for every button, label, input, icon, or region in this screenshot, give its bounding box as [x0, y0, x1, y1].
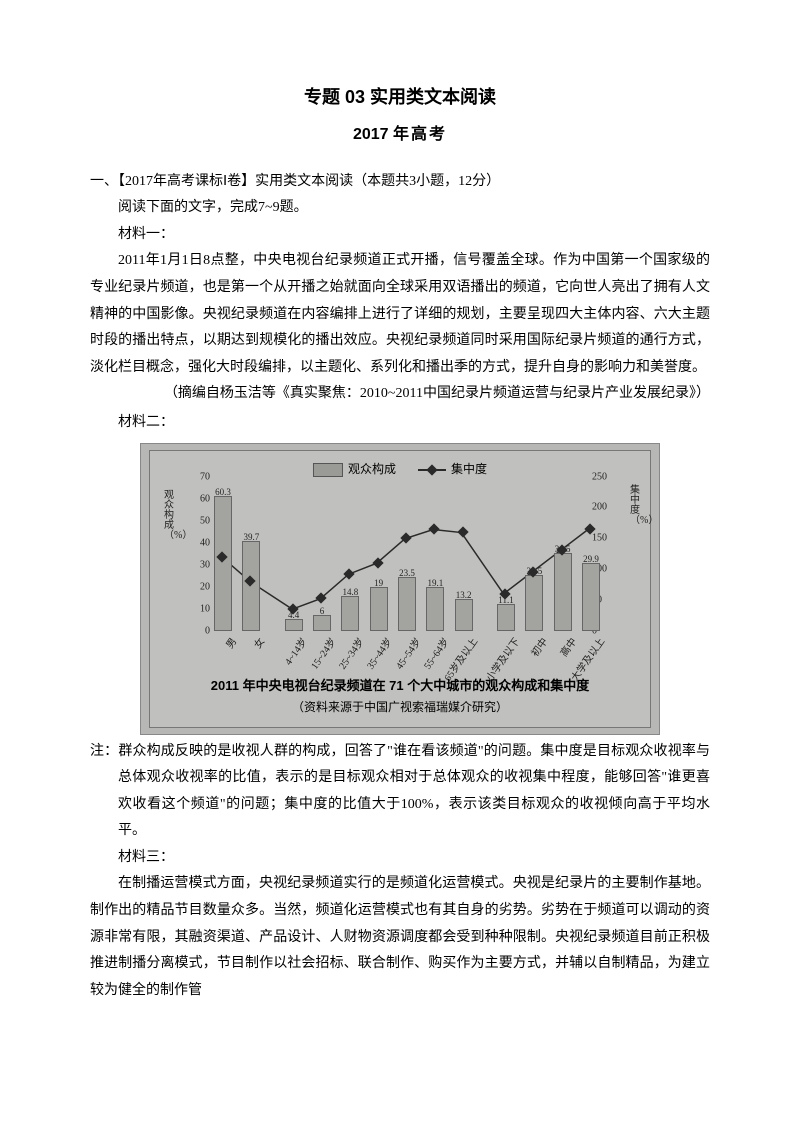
chart-plot: 60.3男 39.7女 4.44~14岁 615~24岁 14.825~34岁 1935~… [212, 477, 594, 631]
bar: 11.1小学及以下 [497, 604, 515, 630]
legend-line-label: 集中度 [451, 462, 487, 476]
section-head-rest: 实用类文本阅读（本题共3小题，12分） [255, 174, 500, 189]
y1-axis: 010203040506070 [194, 477, 210, 631]
category-label: 初中 [527, 634, 554, 661]
category-label: 男 [221, 634, 242, 653]
bar-value-label: 19 [374, 575, 383, 592]
bar: 4.44~14岁 [285, 619, 303, 631]
bar: 19.155~64岁 [426, 587, 444, 631]
material3-body: 在制播运营模式方面，央视纪录频道实行的是频道化运营模式。央视是纪录片的主要制作基… [90, 871, 710, 1004]
category-label: 女 [250, 634, 271, 653]
bar: 615~24岁 [313, 615, 331, 630]
bar-value-label: 23.5 [399, 565, 415, 582]
material1-label: 材料一： [90, 222, 710, 249]
section-head: 一、【2017年高考课标Ⅰ卷】实用类文本阅读（本题共3小题，12分） [90, 169, 710, 196]
bar-value-label: 60.3 [215, 484, 231, 501]
category-label: 25~34岁 [334, 634, 370, 674]
bar: 23.545~54岁 [398, 577, 416, 631]
category-label: 35~44岁 [362, 634, 398, 674]
note-label: 注： [90, 744, 118, 759]
bar: 60.3男 [214, 496, 232, 631]
instruction: 阅读下面的文字，完成7~9题。 [90, 195, 710, 222]
bar-value-label: 13.2 [456, 587, 472, 604]
material2-label: 材料二： [90, 410, 710, 437]
bar: 39.7女 [242, 541, 260, 630]
chart-note: 注：群众构成反映的是收视人群的构成，回答了"谁在看该频道"的问题。集中度是目标观… [90, 739, 710, 845]
material3-label: 材料三： [90, 845, 710, 872]
bar: 1935~44岁 [370, 587, 388, 631]
bar-value-label: 14.8 [342, 584, 358, 601]
bar: 13.265岁及以上 [455, 599, 473, 630]
title-gaokao: 年高考 [393, 126, 447, 143]
swatch-line [418, 469, 446, 471]
bar: 24.5初中 [525, 575, 543, 631]
y2-axis-label: 集中度（%） [630, 486, 640, 526]
category-label: 15~24岁 [306, 634, 342, 674]
bar-value-label: 39.7 [243, 529, 259, 546]
bar-value-label: 19.1 [427, 575, 443, 592]
title-sub: 2017 年高考 [90, 120, 710, 150]
material1-body: 2011年1月1日8点整，中央电视台纪录频道正式开播，信号覆盖全球。作为中国第一… [90, 248, 710, 381]
y1-axis-label: 观众构成（%） [164, 491, 174, 541]
chart-inner: 观众构成 集中度 观众构成（%） 集中度（%） 010203040506070 … [149, 450, 651, 728]
bar: 29.9大学及以上 [582, 563, 600, 631]
bar-value-label: 29.9 [583, 551, 599, 568]
category-label: 45~54岁 [391, 634, 427, 674]
chart-source: （资料来源于中国广视索福瑞媒介研究） [150, 696, 650, 719]
chart-figure: 观众构成 集中度 观众构成（%） 集中度（%） 010203040506070 … [140, 443, 660, 735]
title-main: 专题 03 实用类文本阅读 [90, 80, 710, 114]
bar: 14.825~34岁 [341, 596, 359, 631]
note-body: 群众构成反映的是收视人群的构成，回答了"谁在看该频道"的问题。集中度是目标观众收… [118, 744, 710, 839]
legend-bar-label: 观众构成 [348, 462, 396, 476]
page: 专题 03 实用类文本阅读 2017 年高考 一、【2017年高考课标Ⅰ卷】实用… [0, 0, 800, 1132]
bar-value-label: 6 [320, 603, 325, 620]
section-prefix: 一、 [90, 174, 118, 189]
title-year: 2017 [353, 126, 393, 143]
section-head-bold: 【2017年高考课标Ⅰ卷】 [118, 174, 255, 189]
material1-source: （摘编自杨玉洁等《真实聚焦：2010~2011中国纪录片频道运营与纪录片产业发展… [90, 381, 710, 408]
swatch-bar [313, 463, 343, 477]
bar: 34.5高中 [554, 553, 572, 631]
